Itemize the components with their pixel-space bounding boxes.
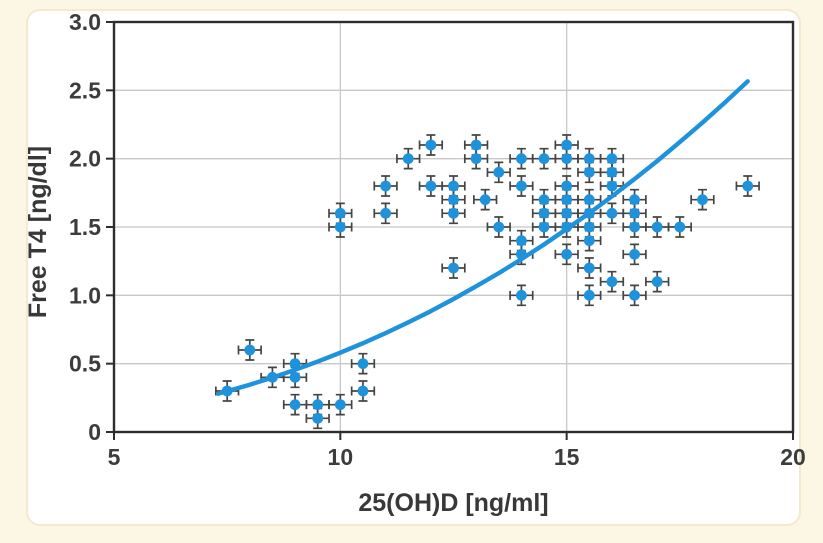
data-point-marker[interactable] bbox=[629, 248, 640, 260]
data-point-marker[interactable] bbox=[334, 399, 346, 411]
data-point-marker[interactable] bbox=[583, 221, 595, 233]
data-point-marker[interactable] bbox=[448, 194, 459, 206]
data-point-marker[interactable] bbox=[516, 289, 527, 301]
data-point-marker[interactable] bbox=[289, 371, 301, 383]
data-point-marker[interactable] bbox=[583, 194, 595, 206]
x-axis-title: 25(OH)D [ng/ml] bbox=[358, 489, 549, 517]
data-point-marker[interactable] bbox=[448, 180, 459, 192]
data-point-marker[interactable] bbox=[334, 221, 346, 233]
data-point-marker[interactable] bbox=[561, 194, 573, 206]
data-point-marker[interactable] bbox=[606, 207, 618, 219]
data-point-marker[interactable] bbox=[493, 221, 505, 233]
data-point-marker[interactable] bbox=[425, 139, 437, 151]
data-point-marker[interactable] bbox=[606, 180, 618, 192]
data-point-marker[interactable] bbox=[651, 276, 663, 288]
data-point-marker[interactable] bbox=[402, 153, 414, 165]
y-tick-label: 3.0 bbox=[69, 9, 101, 35]
data-point-marker[interactable] bbox=[629, 221, 640, 233]
y-tick-label: 0.5 bbox=[69, 351, 101, 377]
data-point-marker[interactable] bbox=[561, 207, 573, 219]
data-point-marker[interactable] bbox=[312, 399, 324, 411]
x-tick-label: 15 bbox=[554, 444, 580, 470]
data-point-marker[interactable] bbox=[357, 358, 369, 370]
data-point-marker[interactable] bbox=[561, 180, 573, 192]
data-point-marker[interactable] bbox=[516, 153, 527, 165]
data-point-marker[interactable] bbox=[583, 235, 595, 247]
data-point-marker[interactable] bbox=[561, 139, 573, 151]
data-point-marker[interactable] bbox=[583, 166, 595, 178]
data-point-marker[interactable] bbox=[606, 276, 618, 288]
data-point-marker[interactable] bbox=[538, 221, 550, 233]
data-point-marker[interactable] bbox=[493, 166, 505, 178]
data-point-marker[interactable] bbox=[583, 289, 595, 301]
data-point-marker[interactable] bbox=[380, 207, 391, 219]
data-point-marker[interactable] bbox=[470, 139, 482, 151]
data-point-marker[interactable] bbox=[606, 153, 618, 165]
data-point-marker[interactable] bbox=[380, 180, 391, 192]
y-tick-label: 1.5 bbox=[69, 214, 101, 240]
data-point-marker[interactable] bbox=[448, 262, 459, 274]
data-point-marker[interactable] bbox=[538, 207, 550, 219]
data-point-marker[interactable] bbox=[629, 207, 640, 219]
data-point-marker[interactable] bbox=[289, 399, 301, 411]
data-point-marker[interactable] bbox=[606, 166, 618, 178]
data-point-marker[interactable] bbox=[561, 248, 573, 260]
y-tick-label: 1.0 bbox=[69, 282, 101, 308]
data-point-marker[interactable] bbox=[425, 180, 437, 192]
x-tick-label: 10 bbox=[328, 444, 354, 470]
y-tick-label: 2.5 bbox=[69, 77, 101, 103]
data-point-marker[interactable] bbox=[629, 289, 640, 301]
data-point-marker[interactable] bbox=[697, 194, 708, 206]
data-point-marker[interactable] bbox=[470, 153, 482, 165]
data-point-marker[interactable] bbox=[357, 385, 369, 397]
x-tick-label: 5 bbox=[108, 444, 121, 470]
data-point-marker[interactable] bbox=[334, 207, 346, 219]
data-point-marker[interactable] bbox=[538, 194, 550, 206]
data-point-marker[interactable] bbox=[538, 153, 550, 165]
data-point-marker[interactable] bbox=[289, 358, 301, 370]
x-tick-label: 20 bbox=[780, 444, 806, 470]
y-tick-label: 0 bbox=[88, 419, 101, 445]
data-point-marker[interactable] bbox=[583, 262, 595, 274]
data-point-marker[interactable] bbox=[479, 194, 491, 206]
data-point-marker[interactable] bbox=[312, 412, 324, 424]
chart-panel bbox=[26, 9, 801, 526]
data-point-marker[interactable] bbox=[742, 180, 754, 192]
data-point-marker[interactable] bbox=[561, 153, 573, 165]
trend-curve bbox=[215, 79, 750, 396]
data-point-marker[interactable] bbox=[244, 344, 256, 356]
data-point-marker[interactable] bbox=[629, 194, 640, 206]
data-point-marker[interactable] bbox=[516, 235, 527, 247]
data-point-marker[interactable] bbox=[583, 153, 595, 165]
y-axis-title: Free T4 [ng/dl] bbox=[24, 145, 52, 319]
data-point-marker[interactable] bbox=[516, 180, 527, 192]
data-point-marker[interactable] bbox=[651, 221, 663, 233]
y-tick-label: 2.0 bbox=[69, 146, 101, 172]
data-point-marker[interactable] bbox=[674, 221, 686, 233]
data-point-marker[interactable] bbox=[448, 207, 459, 219]
